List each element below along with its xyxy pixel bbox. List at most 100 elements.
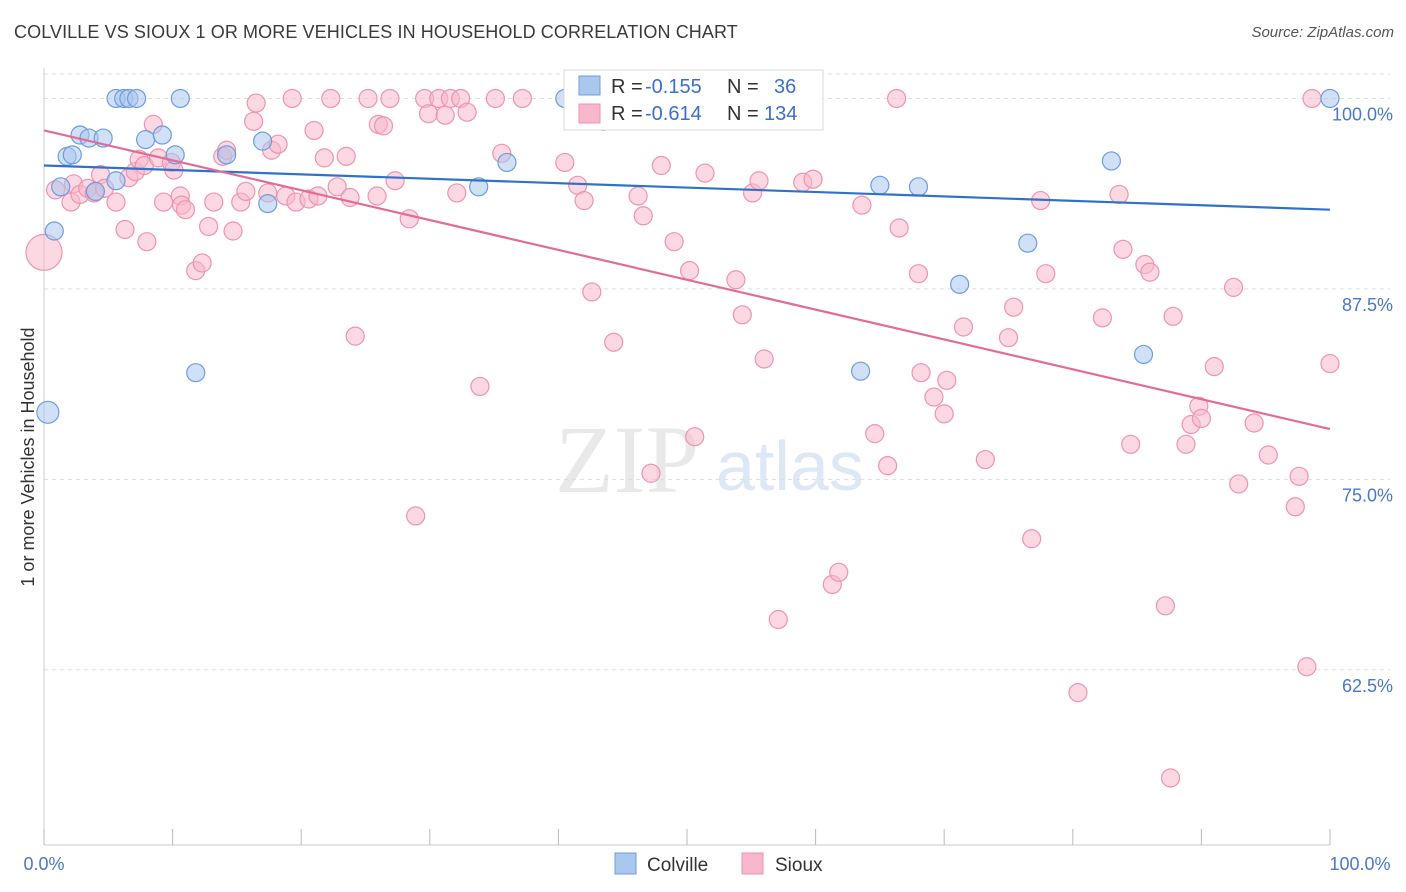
sioux-point [435, 105, 455, 125]
colville-r-label: R = [611, 76, 643, 98]
bottom-legend-colville-swatch [614, 852, 637, 875]
sioux-point [732, 305, 752, 325]
colville-point [469, 177, 489, 197]
sioux-point [911, 363, 931, 383]
sioux-point [934, 404, 954, 424]
sioux-point [1320, 353, 1340, 374]
sioux-point [1258, 445, 1278, 465]
sioux-point [953, 317, 974, 337]
sioux-point [223, 221, 243, 241]
sioux-point [358, 88, 378, 109]
y-tick-label: 75.0% [1342, 485, 1393, 505]
x-tick-label-max: 100.0% [1329, 854, 1390, 874]
grid [44, 73, 1390, 671]
colville-point [908, 177, 929, 197]
stats-legend: R = -0.155 N = 36 R = -0.614 N = 134 [563, 69, 824, 131]
sioux-point [908, 264, 929, 284]
sioux-point [373, 116, 394, 136]
sioux-point [137, 232, 157, 252]
sioux-point [512, 88, 532, 109]
y-axis-label: 1 or more Vehicles in Household [18, 327, 38, 586]
colville-point [217, 145, 237, 165]
sioux-point [574, 190, 594, 211]
sioux-point [726, 270, 746, 290]
sioux-point [106, 192, 126, 212]
sioux-point [1244, 413, 1264, 433]
sioux-point [367, 186, 387, 206]
sioux-point [268, 134, 288, 154]
sioux-point [314, 148, 334, 168]
watermark-atlas: atlas [716, 427, 864, 505]
sioux-point [175, 200, 196, 220]
colville-point [253, 131, 273, 151]
y-tick-label: 87.5% [1342, 295, 1393, 315]
sioux-n-label: N = [727, 103, 759, 125]
colville-point [51, 177, 71, 197]
colville-point [106, 171, 126, 191]
sioux-point [1036, 264, 1056, 284]
colville-point [950, 274, 970, 294]
sioux-point [679, 261, 700, 281]
y-tick-labels: 62.5% 75.0% 87.5% 100.0% [1332, 104, 1393, 695]
sioux-point [628, 186, 648, 206]
x-ticks [43, 829, 1331, 845]
colville-point [85, 181, 106, 202]
bottom-legend-sioux-label: Sioux [775, 855, 823, 876]
sioux-point [1113, 239, 1133, 259]
chart-title: COLVILLE VS SIOUX 1 OR MORE VEHICLES IN … [14, 22, 738, 42]
watermark: ZIP atlas [555, 406, 864, 513]
sioux-point [1229, 474, 1249, 494]
colville-point [126, 88, 147, 109]
sioux-point [457, 102, 477, 122]
sioux-point [1155, 596, 1175, 616]
sioux-point [1022, 529, 1042, 549]
bottom-legend-colville-label: Colville [647, 855, 708, 876]
sioux-point [1191, 408, 1212, 429]
colville-point [851, 361, 871, 381]
colville-point [258, 193, 278, 214]
sioux-point [749, 171, 769, 191]
sioux-point [399, 209, 419, 229]
colville-swatch [578, 75, 601, 96]
sioux-point [204, 192, 224, 212]
sioux-point [470, 376, 490, 397]
trendlines [43, 129, 1331, 431]
sioux-point [641, 463, 661, 483]
sioux-point [651, 155, 671, 176]
sioux-point [1285, 497, 1305, 517]
sioux-point [25, 233, 63, 271]
sioux-point [1289, 466, 1309, 486]
colville-point [1320, 88, 1340, 109]
sioux-point [380, 88, 400, 109]
sioux-point [768, 609, 788, 630]
sioux-point [199, 216, 219, 237]
sioux-swatch [578, 103, 601, 124]
sioux-point [803, 169, 823, 189]
sioux-point [852, 195, 872, 215]
colville-point [152, 125, 172, 145]
sioux-point [192, 253, 212, 273]
y-tick-label: 100.0% [1332, 104, 1393, 124]
colville-point [170, 88, 190, 109]
sioux-point [582, 282, 602, 302]
sioux-point [1297, 657, 1317, 677]
sioux-point [633, 206, 653, 226]
colville-n-value: 36 [774, 76, 796, 98]
y-tick-label: 62.5% [1342, 676, 1393, 696]
watermark-zip: ZIP [555, 406, 699, 513]
sioux-point [336, 146, 356, 166]
sioux-point [1223, 277, 1244, 297]
sioux-point [889, 218, 909, 238]
sioux-point [878, 456, 898, 476]
bottom-legend: Colville Sioux [614, 852, 823, 876]
sioux-point [447, 183, 467, 203]
sioux-point [304, 120, 324, 141]
sioux-point [998, 328, 1019, 348]
colville-point [62, 145, 82, 165]
sioux-point [345, 326, 365, 346]
sioux-n-value: 134 [764, 103, 797, 125]
sioux-point [664, 232, 684, 252]
sioux-point [887, 88, 907, 109]
sioux-r-value: -0.614 [645, 103, 702, 125]
sioux-point [1163, 306, 1183, 326]
